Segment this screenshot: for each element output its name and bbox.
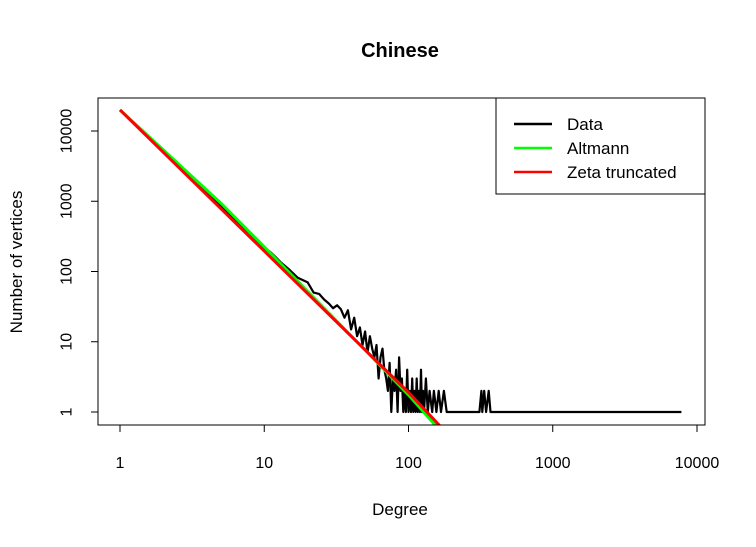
plot-series xyxy=(118,108,682,425)
x-tick-label: 10 xyxy=(255,455,273,472)
legend-label-data: Data xyxy=(567,115,603,134)
series-zeta-truncated-line xyxy=(118,108,442,425)
y-axis: 1 10 100 1000 10000 xyxy=(59,109,99,416)
x-tick-label: 10000 xyxy=(675,455,720,472)
series-data-line xyxy=(119,109,682,414)
legend-box xyxy=(495,97,706,195)
y-tick-label: 10000 xyxy=(59,109,76,154)
legend: Data Altmann Zeta truncated xyxy=(495,97,706,195)
x-tick-label: 1000 xyxy=(535,455,571,472)
x-axis-label: Degree xyxy=(372,500,428,519)
y-axis-label: Number of vertices xyxy=(7,191,26,334)
y-tick-label: 1000 xyxy=(59,183,76,219)
x-tick-label: 1 xyxy=(116,455,125,472)
x-tick-label: 100 xyxy=(395,455,422,472)
x-axis: 1 10 100 1000 10000 xyxy=(116,424,720,472)
legend-label-altmann: Altmann xyxy=(567,139,629,158)
series-altmann-line xyxy=(118,108,438,425)
y-tick-label: 100 xyxy=(59,258,76,285)
legend-label-zeta: Zeta truncated xyxy=(567,163,677,182)
chart-title: Chinese xyxy=(361,40,439,62)
y-tick-label: 10 xyxy=(59,333,76,351)
y-tick-label: 1 xyxy=(59,407,76,416)
